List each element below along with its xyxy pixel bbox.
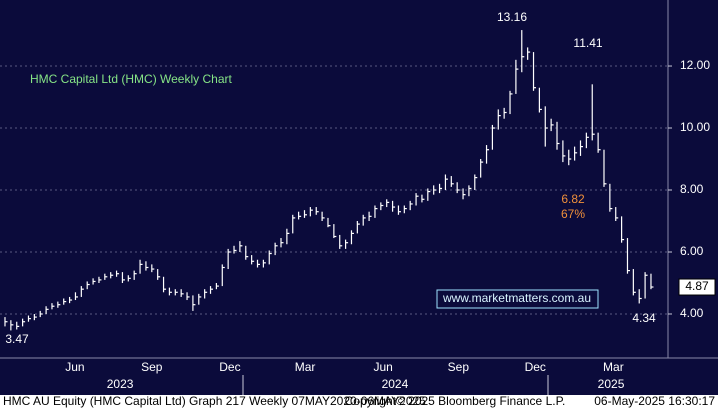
annotation: 67%	[561, 207, 585, 221]
labels: 4.00 6.00 8.00 10.00 12.00 Jun Sep Dec Mar Jun Sep…	[5, 10, 716, 391]
annotation: 4.34	[632, 311, 656, 325]
footer-center: Copyright© 2025 Bloomberg Finance L.P.	[345, 394, 566, 408]
x-tick-label: Sep	[448, 360, 470, 374]
year-label: 2025	[598, 377, 625, 391]
y-tick-label: 8.00	[680, 182, 704, 196]
x-tick-label: Dec	[525, 360, 546, 374]
x-tick-label: Mar	[295, 360, 316, 374]
y-tick-label: 10.00	[680, 120, 710, 134]
y-tick-label: 4.00	[680, 306, 704, 320]
x-tick-label: Jun	[65, 360, 84, 374]
year-label: 2023	[107, 377, 134, 391]
annotation: 6.82	[561, 192, 585, 206]
footer-left: HMC AU Equity (HMC Capital Ltd) Graph 21…	[3, 394, 426, 408]
x-tick-label: Mar	[603, 360, 624, 374]
chart-title: HMC Capital Ltd (HMC) Weekly Chart	[30, 72, 232, 86]
last-price-label: 4.87	[685, 279, 709, 293]
y-tick-label: 6.00	[680, 244, 704, 258]
watermark-box	[436, 289, 599, 309]
x-tick-label: Dec	[219, 360, 240, 374]
annotation: 11.41	[573, 36, 602, 50]
annotation: 3.47	[5, 332, 29, 346]
last-price-box	[678, 278, 716, 296]
bars	[4, 30, 654, 331]
background	[0, 0, 718, 395]
year-label: 2024	[382, 377, 409, 391]
annotation: 13.16	[497, 10, 527, 24]
y-tick-label: 12.00	[680, 58, 710, 72]
watermark: www.marketmatters.com.au	[442, 291, 591, 305]
x-tick-label: Jun	[374, 360, 393, 374]
footer-bar	[0, 395, 718, 409]
footer-right: 06-May-2025 16:30:17	[594, 394, 715, 408]
x-tick-label: Sep	[141, 360, 163, 374]
